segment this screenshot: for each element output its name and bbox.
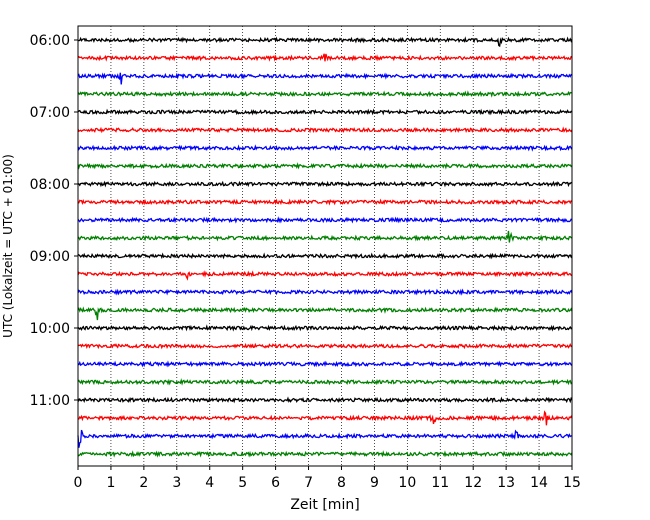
trace-line	[77, 36, 573, 48]
trace-line	[77, 324, 573, 332]
trace-line	[77, 108, 573, 116]
x-tick-label: 8	[337, 475, 346, 491]
trace-line	[77, 198, 573, 206]
x-tick-label: 9	[370, 475, 379, 491]
seismogram-traces	[77, 36, 573, 458]
x-tick-label: 1	[106, 475, 115, 491]
x-tick-label: 15	[563, 475, 581, 491]
x-tick-label: 14	[530, 475, 548, 491]
x-axis-title: Zeit [min]	[290, 497, 359, 513]
x-tick-label: 6	[271, 475, 280, 491]
trace-line	[77, 90, 573, 98]
trace-line	[77, 360, 573, 368]
x-tick-label: 0	[74, 475, 83, 491]
trace-line	[77, 306, 573, 321]
trace-line	[77, 126, 573, 134]
trace-line	[77, 252, 573, 260]
trace-line	[77, 162, 573, 170]
y-axis-ticks: 06:00 07:00 08:00 09:00 10:00 11:00	[30, 33, 78, 409]
trace-line	[77, 410, 573, 426]
trace-line	[77, 180, 573, 188]
trace-line	[77, 53, 573, 62]
x-tick-label: 2	[139, 475, 148, 491]
y-axis-title: UTC (Lokalzeit = UTC + 01:00)	[1, 154, 15, 338]
trace-line	[77, 216, 573, 224]
y-tick-label: 09:00	[30, 249, 70, 265]
x-tick-label: 5	[238, 475, 247, 491]
trace-line	[77, 288, 573, 296]
x-tick-label: 12	[464, 475, 482, 491]
trace-line	[77, 378, 573, 386]
trace-line	[77, 450, 573, 458]
x-tick-label: 10	[398, 475, 416, 491]
trace-line	[77, 270, 573, 281]
trace-line	[77, 342, 573, 350]
x-tick-label: 11	[431, 475, 449, 491]
plot-frame	[77, 25, 573, 467]
y-tick-label: 06:00	[30, 33, 70, 49]
y-tick-label: 11:00	[30, 393, 70, 409]
x-tick-label: 3	[172, 475, 181, 491]
trace-line	[77, 72, 573, 85]
trace-line	[77, 230, 573, 243]
trace-line	[77, 144, 573, 152]
x-tick-label: 7	[304, 475, 313, 491]
vertical-grid	[110, 26, 540, 466]
x-tick-label: 13	[497, 475, 515, 491]
y-tick-label: 07:00	[30, 105, 70, 121]
x-axis-ticks: 0 1 2 3 4 5 6 7 8 9 10 11 12 13 14 15	[74, 466, 581, 491]
trace-line	[77, 396, 573, 404]
y-tick-label: 10:00	[30, 321, 70, 337]
x-tick-label: 4	[205, 475, 214, 491]
trace-line	[77, 429, 573, 448]
y-tick-label: 08:00	[30, 177, 70, 193]
